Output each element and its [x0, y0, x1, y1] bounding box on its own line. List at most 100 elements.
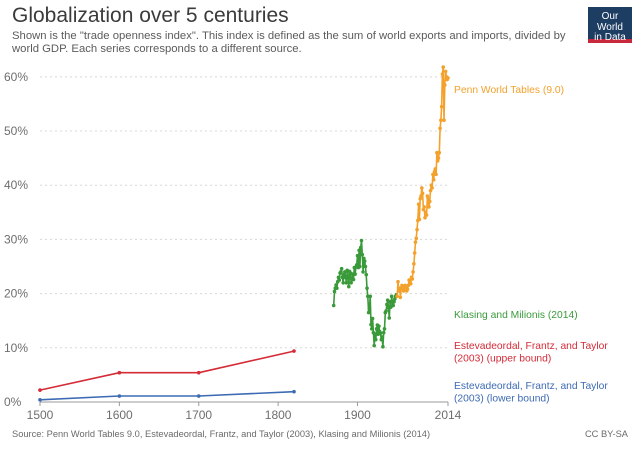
- data-point[interactable]: [342, 272, 346, 277]
- data-point[interactable]: [387, 316, 392, 320]
- data-point[interactable]: [379, 337, 384, 342]
- data-point[interactable]: [412, 251, 417, 255]
- data-point[interactable]: [414, 236, 419, 241]
- data-point[interactable]: [357, 248, 361, 253]
- data-point[interactable]: [372, 343, 376, 348]
- data-point[interactable]: [438, 126, 442, 131]
- data-point[interactable]: [395, 294, 399, 299]
- data-point[interactable]: [407, 278, 411, 282]
- data-point[interactable]: [359, 238, 364, 243]
- data-point[interactable]: [367, 306, 372, 311]
- data-point[interactable]: [334, 283, 338, 287]
- series-1[interactable]: [38, 389, 296, 402]
- data-point[interactable]: [196, 370, 201, 375]
- data-point[interactable]: [421, 207, 426, 212]
- data-point[interactable]: [418, 196, 423, 201]
- data-point[interactable]: [433, 167, 438, 171]
- data-point[interactable]: [377, 324, 381, 328]
- series-line[interactable]: [396, 66, 449, 299]
- data-point[interactable]: [117, 370, 122, 375]
- series-0[interactable]: [38, 349, 296, 392]
- data-point[interactable]: [355, 253, 360, 258]
- data-point[interactable]: [423, 215, 427, 220]
- data-point[interactable]: [360, 252, 365, 257]
- data-point[interactable]: [441, 65, 446, 69]
- data-point[interactable]: [363, 264, 368, 269]
- data-point[interactable]: [392, 299, 396, 304]
- data-point[interactable]: [331, 303, 336, 308]
- data-point[interactable]: [349, 280, 353, 285]
- license-link[interactable]: CC BY-SA: [584, 429, 628, 439]
- data-point[interactable]: [398, 295, 403, 300]
- data-point[interactable]: [38, 388, 42, 392]
- data-point[interactable]: [381, 344, 385, 349]
- data-point[interactable]: [430, 186, 434, 190]
- data-point[interactable]: [435, 159, 440, 163]
- data-point[interactable]: [351, 277, 356, 282]
- data-point[interactable]: [339, 266, 344, 271]
- data-point[interactable]: [385, 302, 389, 307]
- series-3[interactable]: [395, 65, 450, 300]
- data-point[interactable]: [417, 217, 422, 222]
- data-point[interactable]: [415, 227, 419, 232]
- data-point[interactable]: [366, 310, 371, 315]
- data-point[interactable]: [396, 289, 401, 293]
- data-point[interactable]: [336, 275, 341, 280]
- data-point[interactable]: [344, 280, 349, 285]
- data-point[interactable]: [443, 69, 448, 74]
- data-point[interactable]: [358, 264, 362, 269]
- data-point[interactable]: [424, 213, 429, 217]
- data-point[interactable]: [432, 169, 437, 174]
- series-2[interactable]: [331, 238, 399, 349]
- data-point[interactable]: [362, 256, 366, 261]
- data-point[interactable]: [353, 272, 357, 276]
- data-point[interactable]: [403, 283, 407, 288]
- data-point[interactable]: [434, 172, 438, 177]
- data-point[interactable]: [354, 263, 359, 267]
- data-point[interactable]: [374, 327, 379, 331]
- data-point[interactable]: [358, 245, 363, 250]
- data-point[interactable]: [391, 303, 396, 308]
- data-point[interactable]: [292, 349, 296, 353]
- data-point[interactable]: [340, 275, 345, 280]
- data-point[interactable]: [425, 194, 430, 198]
- data-point[interactable]: [443, 83, 447, 87]
- data-point[interactable]: [431, 178, 436, 182]
- data-point[interactable]: [382, 327, 387, 331]
- data-point[interactable]: [38, 398, 42, 402]
- data-point[interactable]: [413, 240, 418, 244]
- data-point[interactable]: [341, 280, 346, 285]
- data-point[interactable]: [380, 335, 384, 339]
- data-point[interactable]: [393, 297, 397, 301]
- data-point[interactable]: [369, 327, 374, 331]
- data-point[interactable]: [396, 279, 400, 284]
- data-point[interactable]: [346, 284, 351, 289]
- data-point[interactable]: [361, 270, 365, 274]
- data-point[interactable]: [410, 277, 415, 281]
- data-point[interactable]: [437, 150, 442, 155]
- data-point[interactable]: [442, 118, 446, 122]
- data-point[interactable]: [427, 199, 432, 204]
- data-point[interactable]: [420, 191, 425, 196]
- data-point[interactable]: [426, 196, 430, 201]
- data-point[interactable]: [420, 186, 424, 190]
- data-point[interactable]: [370, 316, 375, 321]
- data-point[interactable]: [384, 309, 388, 313]
- data-point[interactable]: [346, 274, 350, 279]
- data-point[interactable]: [405, 287, 410, 292]
- data-point[interactable]: [439, 104, 444, 109]
- data-point[interactable]: [381, 330, 386, 335]
- data-point[interactable]: [419, 194, 423, 198]
- data-point[interactable]: [423, 210, 428, 215]
- data-point[interactable]: [117, 394, 122, 398]
- data-point[interactable]: [364, 272, 369, 277]
- data-point[interactable]: [335, 286, 339, 290]
- data-point[interactable]: [339, 270, 343, 274]
- data-point[interactable]: [373, 337, 378, 342]
- data-point[interactable]: [427, 205, 431, 209]
- owid-logo[interactable]: Our World in Data: [588, 7, 632, 43]
- data-point[interactable]: [436, 156, 441, 160]
- data-point[interactable]: [368, 294, 373, 299]
- data-point[interactable]: [369, 322, 373, 327]
- data-point[interactable]: [292, 389, 296, 394]
